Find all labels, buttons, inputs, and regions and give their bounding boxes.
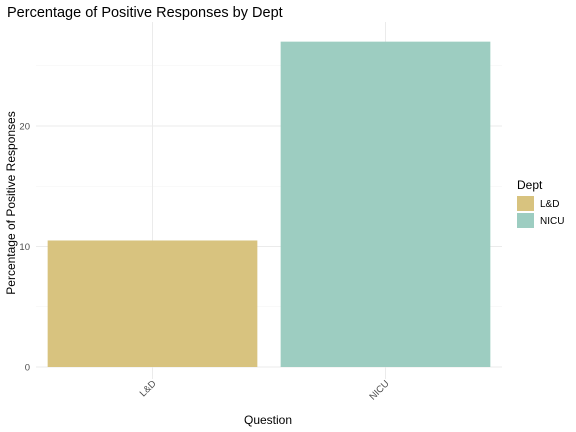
y-tick-labels: 0 10 20 bbox=[19, 122, 30, 374]
legend-title: Dept bbox=[517, 178, 543, 192]
bar-ld bbox=[47, 240, 258, 367]
y-tick-label: 0 bbox=[25, 363, 30, 374]
legend-label-nicu: NICU bbox=[540, 216, 564, 227]
legend: Dept L&D NICU bbox=[517, 178, 564, 228]
y-tick-label: 20 bbox=[19, 122, 30, 133]
bar-nicu bbox=[280, 41, 491, 368]
legend-key-ld bbox=[517, 196, 534, 211]
legend-key-nicu bbox=[517, 213, 534, 228]
y-tick-label: 10 bbox=[19, 242, 30, 253]
bars bbox=[47, 41, 491, 368]
legend-label-ld: L&D bbox=[540, 199, 559, 210]
x-tick-label: NICU bbox=[367, 378, 391, 402]
chart-title: Percentage of Positive Responses by Dept bbox=[7, 5, 283, 21]
x-tick-labels: L&D NICU bbox=[138, 378, 392, 402]
y-axis-title: Percentage of Positive Responses bbox=[4, 111, 18, 294]
x-tick-label: L&D bbox=[138, 378, 159, 399]
x-axis-title: Question bbox=[244, 413, 292, 427]
